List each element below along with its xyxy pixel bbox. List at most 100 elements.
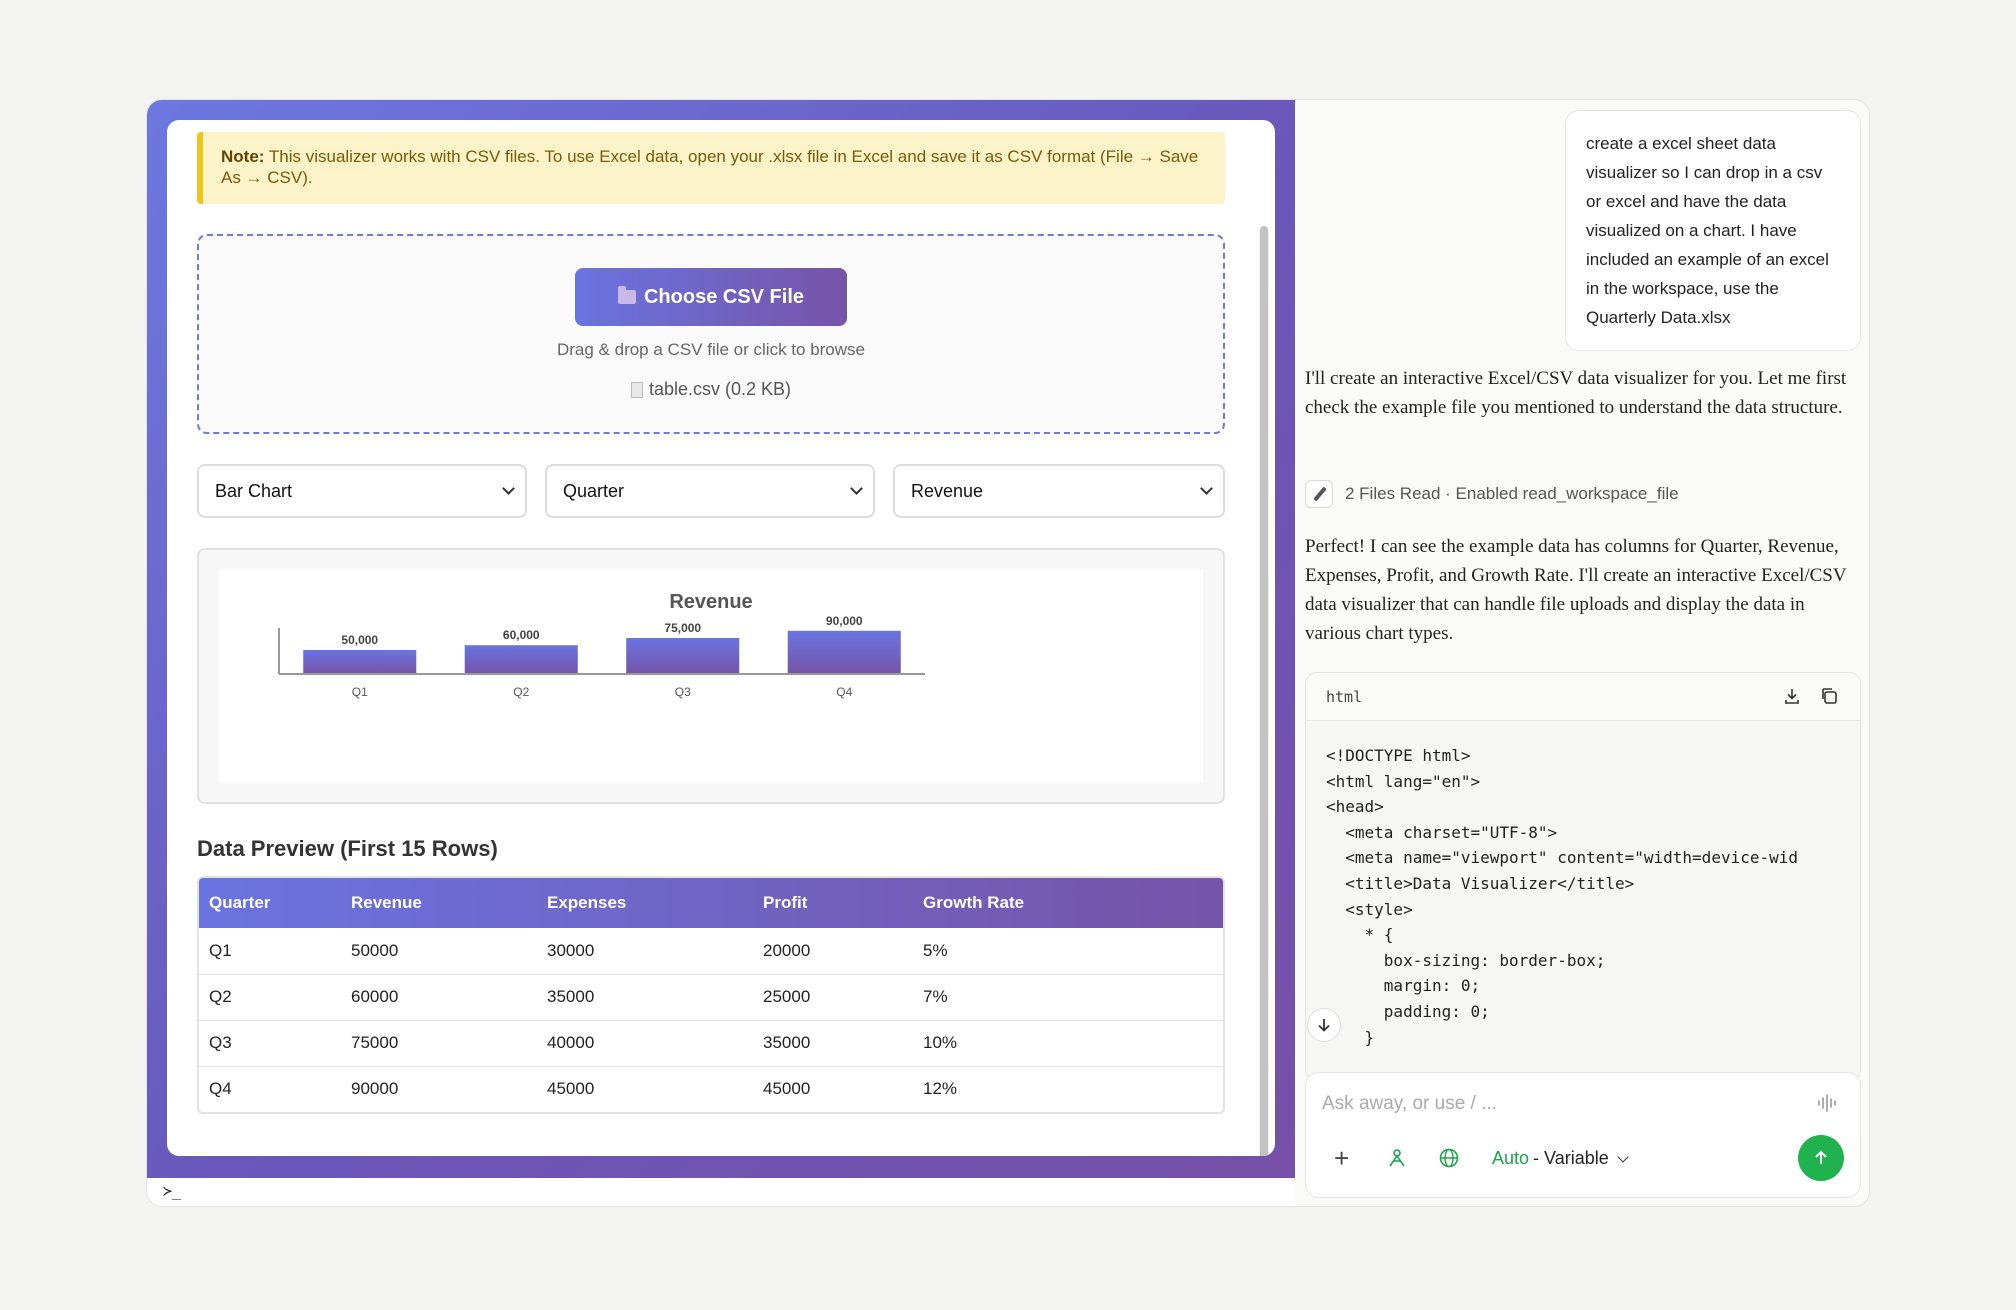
table-cell: Q1	[209, 940, 232, 960]
arrow-down-icon	[1318, 1019, 1330, 1032]
chart-type-value: Bar Chart	[215, 480, 293, 501]
chart-type-select[interactable]: Bar Chart	[197, 464, 527, 518]
table-cell: 75000	[351, 1033, 399, 1052]
tool-status[interactable]: 2 Files Read · Enabled read_workspace_fi…	[1305, 480, 1679, 508]
choose-csv-button[interactable]: Choose CSV File	[575, 268, 847, 326]
table-cell: 20000	[763, 940, 811, 960]
app-content: Note: This visualizer works with CSV fil…	[167, 120, 1257, 1156]
dropzone-hint: Drag & drop a CSV file or click to brows…	[556, 340, 865, 359]
assistant-message: I'll create an interactive Excel/CSV dat…	[1305, 368, 1847, 418]
model-selector[interactable]: Auto - Variable	[1492, 1148, 1629, 1169]
table-cell: Q3	[209, 1033, 232, 1052]
chat-input-box: + Auto - Variable	[1305, 1072, 1861, 1198]
code-language: html	[1326, 688, 1363, 706]
model-variant-label: - Variable	[1533, 1148, 1609, 1168]
table-row: Q3 75000 40000 35000 10%	[199, 1020, 1223, 1066]
data-preview-title: Data Preview (First 15 Rows)	[197, 836, 498, 861]
column-header: Expenses	[547, 893, 627, 912]
app-window: Note: This visualizer works with CSV fil…	[146, 99, 1870, 1207]
pencil-icon	[1305, 480, 1333, 508]
chart-title: Revenue	[669, 591, 752, 613]
file-dropzone[interactable]: Choose CSV File Drag & drop a CSV file o…	[197, 234, 1225, 434]
agent-icon[interactable]	[1386, 1147, 1408, 1169]
table-cell: 35000	[547, 987, 595, 1006]
globe-icon[interactable]	[1438, 1147, 1460, 1169]
preview-frame: Note: This visualizer works with CSV fil…	[147, 100, 1295, 1178]
download-icon[interactable]	[1784, 687, 1800, 705]
y-axis-select[interactable]: Revenue	[893, 464, 1225, 518]
voice-icon[interactable]	[1816, 1093, 1838, 1113]
table-cell: 40000	[547, 1033, 595, 1052]
add-attachment-button[interactable]: +	[1334, 1143, 1350, 1173]
column-header: Quarter	[209, 893, 271, 912]
chart-container: Revenue 50,000 Q1 60,000 Q2 75,000 Q3 90,000 Q4	[197, 548, 1225, 804]
column-header: Profit	[763, 893, 808, 912]
folder-icon	[617, 286, 636, 304]
code-content: <!DOCTYPE html> <html lang="en"> <head> …	[1326, 746, 1799, 1047]
bar-q4[interactable]	[787, 630, 901, 674]
x-tick-label: Q3	[675, 685, 691, 699]
x-tick-label: Q2	[513, 685, 529, 699]
table-cell: 45000	[547, 1079, 595, 1099]
table-cell: 45000	[763, 1079, 811, 1099]
x-tick-label: Q4	[836, 685, 852, 699]
model-auto-label: Auto	[1492, 1148, 1530, 1168]
data-preview-table: Quarter Revenue Expenses Profit Growth R…	[197, 876, 1225, 1114]
bar-value-label: 60,000	[503, 628, 540, 642]
chevron-down-icon	[1200, 482, 1213, 495]
x-axis-value: Quarter	[563, 480, 625, 501]
table-row: Q4 90000 45000 45000 12%	[199, 1066, 1223, 1112]
chevron-down-icon	[850, 482, 863, 495]
preview-scrollbar[interactable]	[1259, 226, 1269, 1156]
column-header: Revenue	[351, 893, 422, 912]
x-tick-label: Q1	[352, 685, 368, 699]
column-header: Growth Rate	[923, 893, 1025, 912]
table-cell: 30000	[547, 940, 595, 960]
bar-q3[interactable]	[626, 638, 740, 674]
copy-icon[interactable]	[1820, 687, 1838, 705]
note-label: Note:	[221, 147, 265, 166]
table-cell: Q4	[209, 1079, 232, 1099]
terminal-toggle[interactable]: ≻_	[163, 1182, 182, 1200]
table-cell: 90000	[351, 1079, 399, 1099]
code-block-header: html	[1306, 673, 1860, 721]
table-cell: 25000	[763, 987, 811, 1006]
table-cell: 12%	[923, 1079, 958, 1099]
chat-input[interactable]	[1322, 1089, 1802, 1119]
table-cell: 35000	[763, 1033, 811, 1052]
file-icon	[630, 381, 643, 398]
table-cell: 10%	[923, 1033, 958, 1052]
selected-file-name: table.csv (0.2 KB)	[648, 379, 792, 399]
table-row: Q1 50000 30000 20000 5%	[199, 928, 1223, 974]
table-cell: 7%	[923, 987, 948, 1006]
table-cell: 60000	[351, 987, 399, 1006]
note-banner: Note: This visualizer works with CSV fil…	[197, 132, 1225, 204]
chevron-down-icon	[502, 482, 515, 495]
note-text: This visualizer works with CSV files. To…	[221, 147, 1199, 187]
table-cell: 50000	[351, 940, 399, 960]
y-axis-value: Revenue	[911, 480, 984, 501]
choose-csv-label: Choose CSV File	[643, 285, 805, 308]
bar-value-label: 90,000	[826, 614, 863, 628]
table-header-row: Quarter Revenue Expenses Profit Growth R…	[199, 878, 1223, 928]
chat-pane: create a excel sheet data visualizer so …	[1295, 100, 1869, 1206]
send-button[interactable]	[1798, 1135, 1844, 1181]
preview-pane: Note: This visualizer works with CSV fil…	[147, 100, 1295, 1206]
bar-q1[interactable]	[303, 650, 417, 674]
bar-q2[interactable]	[464, 645, 578, 674]
x-axis-select[interactable]: Quarter	[545, 464, 875, 518]
code-block: html <!DOCTYPE html> <html lang="en"> <h…	[1305, 672, 1861, 1082]
bar-value-label: 75,000	[664, 621, 701, 635]
chart-canvas: Revenue 50,000 Q1 60,000 Q2 75,000 Q3 90,000 Q4	[219, 570, 1203, 782]
table-row: Q2 60000 35000 25000 7%	[199, 974, 1223, 1020]
selected-file: table.csv (0.2 KB)	[199, 379, 1223, 400]
user-message: create a excel sheet data visualizer so …	[1565, 110, 1861, 351]
bar-value-label: 50,000	[341, 633, 378, 647]
preview-scrollbar-thumb[interactable]	[1260, 226, 1268, 1156]
revenue-bar-chart: Revenue 50,000 Q1 60,000 Q2 75,000 Q3 90,000 Q4	[278, 591, 925, 699]
assistant-message: Perfect! I can see the example data has …	[1305, 536, 1847, 644]
table-cell: 5%	[923, 940, 948, 960]
scroll-down-button[interactable]	[1307, 1008, 1341, 1042]
visualizer-app: Note: This visualizer works with CSV fil…	[167, 120, 1275, 1156]
table-cell: Q2	[209, 987, 232, 1006]
